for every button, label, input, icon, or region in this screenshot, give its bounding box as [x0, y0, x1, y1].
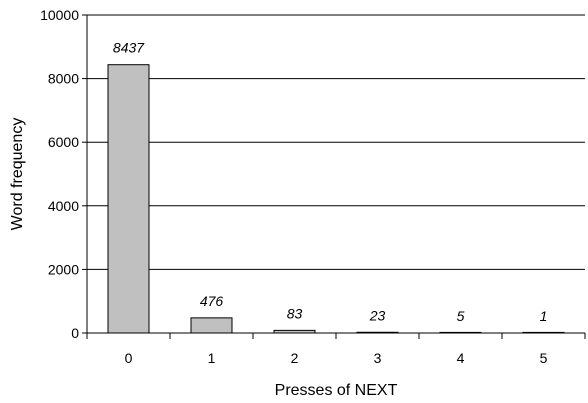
gridlines [87, 14, 585, 270]
data-label: 476 [200, 293, 224, 309]
data-label: 1 [540, 308, 548, 324]
x-tick-label: 2 [291, 350, 299, 366]
bar [190, 317, 233, 334]
data-label: 23 [369, 307, 386, 323]
y-tick-label: 6000 [48, 134, 79, 150]
y-tick-label: 4000 [48, 198, 79, 214]
x-tick-label: 3 [374, 350, 382, 366]
y-tick-label: 8000 [48, 71, 79, 87]
y-axis-title: Word frequency [9, 118, 26, 231]
x-tick-label: 1 [208, 350, 216, 366]
x-ticks: 0 1 2 3 4 5 [86, 333, 586, 366]
x-tick-label: 5 [540, 350, 548, 366]
bar [107, 64, 150, 334]
bars [107, 64, 565, 334]
y-tick-label: 0 [71, 325, 79, 341]
y-ticks: 0 2000 4000 6000 8000 10000 [40, 7, 87, 341]
data-label: 83 [287, 305, 303, 321]
y-tick-label: 10000 [40, 7, 79, 23]
data-label: 8437 [113, 40, 145, 56]
data-labels: 8437 476 83 23 5 1 [113, 40, 547, 324]
data-label: 5 [457, 308, 465, 324]
x-tick-label: 0 [125, 350, 133, 366]
y-tick-label: 2000 [48, 261, 79, 277]
x-axis-title: Presses of NEXT [275, 382, 398, 399]
x-tick-label: 4 [457, 350, 465, 366]
